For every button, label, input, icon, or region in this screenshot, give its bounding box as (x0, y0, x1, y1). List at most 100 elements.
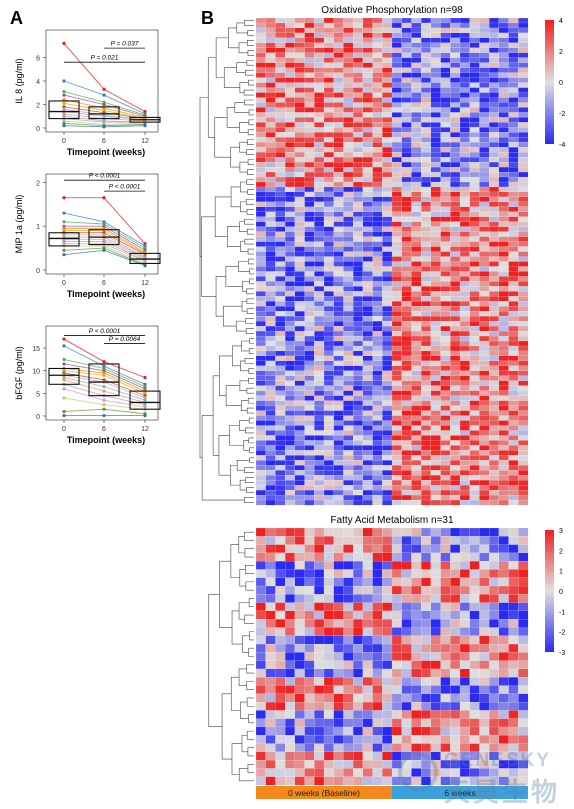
heatmap-cell (391, 635, 402, 645)
heatmap-cell (498, 400, 509, 406)
heatmap-cell (323, 22, 334, 29)
heatmap-cell (333, 142, 344, 148)
heatmap-cell (353, 652, 364, 661)
heatmap-cell (391, 246, 402, 252)
heatmap-cell (314, 92, 325, 98)
heatmap-cell (323, 485, 334, 491)
heatmap-cell (450, 693, 461, 703)
heatmap-cell (285, 561, 296, 570)
heatmap-cell (333, 375, 344, 381)
heatmap-cell (440, 594, 451, 603)
heatmap-cell (479, 527, 490, 537)
heatmap-cell (382, 256, 393, 262)
heatmap-cell (489, 196, 500, 203)
heatmap-cell (518, 306, 529, 312)
heatmap-cell (323, 171, 334, 178)
heatmap-cell (430, 485, 441, 491)
heatmap-cell (353, 276, 364, 282)
heatmap-cell (421, 92, 432, 98)
heatmap-cell (323, 286, 334, 292)
heatmap-cell (343, 415, 354, 421)
heatmap-cell (275, 191, 286, 198)
heatmap-cell (391, 619, 402, 628)
heatmap-cell (498, 668, 509, 678)
heatmap-cell (401, 420, 412, 426)
heatmap-cell (353, 87, 364, 93)
heatmap-cell (498, 266, 509, 272)
heatmap-cell (479, 360, 490, 367)
heatmap-cell (459, 410, 470, 416)
heatmap-cell (508, 552, 519, 562)
dendrogram-branch (236, 22, 248, 34)
heatmap-cell (391, 450, 402, 456)
heatmap-cell (489, 425, 500, 431)
heatmap-cell (372, 152, 383, 158)
heatmap-cell (508, 127, 519, 133)
heatmap-cell (498, 107, 509, 113)
heatmap-cell (401, 112, 412, 118)
heatmap-cell (382, 577, 393, 587)
heatmap-cell (450, 137, 461, 143)
heatmap-cell (508, 561, 519, 570)
heatmap-cell (469, 668, 480, 678)
heatmap-cell (430, 718, 441, 728)
heatmap-cell (275, 22, 286, 29)
heatmap-cell (518, 167, 529, 173)
heatmap-cell (440, 435, 451, 441)
heatmap-cell (362, 286, 373, 292)
heatmap-cell (421, 22, 432, 29)
heatmap-cell (508, 395, 519, 401)
heatmap-cell (372, 410, 383, 416)
heatmap-cell (421, 286, 432, 292)
heatmap-cell (323, 536, 334, 545)
heatmap-cell (372, 693, 383, 703)
heatmap-cell (450, 181, 461, 188)
heatmap-cell (285, 768, 296, 777)
heatmap-cell (411, 186, 422, 193)
heatmap-cell (469, 152, 480, 158)
heatmap-cell (450, 72, 461, 78)
dendrogram-branch (247, 228, 254, 235)
heatmap-cell (479, 643, 490, 653)
heatmap-cell (459, 122, 470, 128)
heatmap-cell (294, 326, 305, 332)
heatmap-cell (440, 420, 451, 426)
heatmap-cell (508, 271, 519, 277)
heatmap-cell (508, 92, 519, 98)
heatmap-cell (421, 490, 432, 496)
heatmap-cell (459, 340, 470, 347)
heatmap-cell (479, 552, 490, 562)
heatmap-cell (323, 196, 334, 203)
heatmap-cell (469, 685, 480, 694)
heatmap-cell (401, 735, 412, 744)
heatmap-cell (401, 465, 412, 471)
heatmap-cell (391, 47, 402, 53)
heatmap-cell (469, 635, 480, 645)
heatmap-cell (304, 610, 315, 620)
dendrogram-branch (246, 209, 254, 215)
heatmap-cell (401, 87, 412, 93)
heatmap-cell (489, 499, 500, 506)
heatmap-cell (498, 157, 509, 163)
heatmap-cell (450, 435, 461, 441)
heatmap-cell (362, 415, 373, 421)
color-legend-tick: -2 (559, 630, 565, 637)
heatmap-cell (508, 470, 519, 476)
heatmap-cell (255, 494, 266, 501)
heatmap-cell (382, 619, 393, 628)
heatmap-cell (440, 92, 451, 98)
heatmap-cell (459, 196, 470, 203)
heatmap-cell (294, 246, 305, 252)
heatmap-cell (450, 157, 461, 163)
heatmap-cell (450, 301, 461, 307)
heatmap-cell (333, 216, 344, 222)
heatmap-cell (343, 171, 354, 178)
heatmap-cell (265, 494, 276, 501)
heatmap-cell (382, 561, 393, 570)
heatmap-cell (411, 27, 422, 34)
heatmap-cell (440, 176, 451, 183)
heatmap-cell (294, 306, 305, 312)
heatmap-cell (255, 360, 266, 367)
heatmap-cell (294, 577, 305, 587)
data-point (102, 366, 106, 371)
